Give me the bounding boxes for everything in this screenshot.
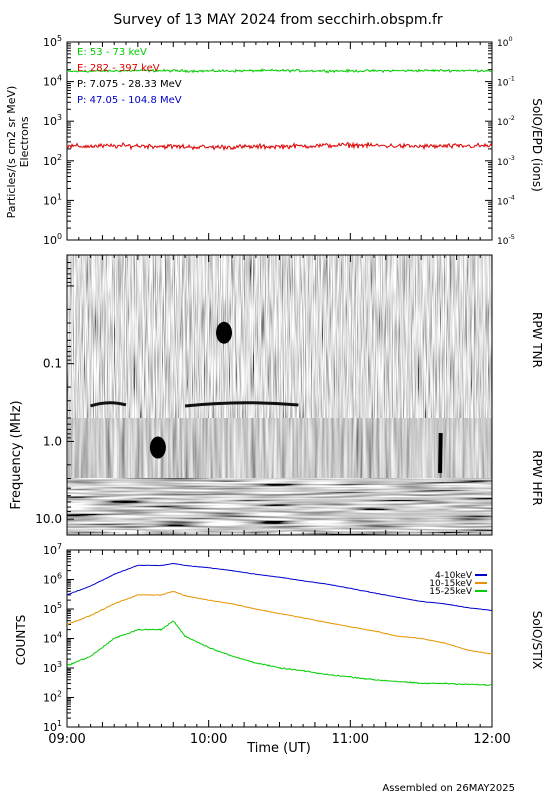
particles-y2-tick-label: 10-1 <box>497 75 515 89</box>
stix-legend-entry: 15-25keV <box>429 587 473 597</box>
stix-y-tick-label: 106 <box>43 572 62 587</box>
particles-legend-entry: P: 47.05 - 104.8 MeV <box>77 95 182 106</box>
x-tick-label: 09:00 <box>48 732 85 747</box>
stix-panel: 101 102 103 104 105 106 107 09:00 10:00 11:00 12:… <box>14 542 544 756</box>
particles-legend-entry: P: 7.075 - 28.33 MeV <box>77 79 182 90</box>
radio-y-tick-label: 1.0 <box>43 434 62 448</box>
radio-burst-0 <box>90 401 127 408</box>
particles-y-tick-label: 104 <box>43 74 62 89</box>
stix-y-tick-label: 107 <box>43 542 62 557</box>
particles-y-label: Particles/(s cm2 sr MeV) <box>5 86 18 219</box>
particles-y-tick-label: 102 <box>43 153 62 168</box>
x-tick-label: 10:00 <box>190 732 227 747</box>
radio-panel: 0.1 1.0 10.0 Frequency (MHz) RPW TNR RPW H… <box>9 254 544 536</box>
stix-series-1 <box>66 590 493 655</box>
particles-y-label-2: Electrons <box>18 116 31 167</box>
radio-burst-3 <box>149 436 166 459</box>
radio-y-tick-label: 10.0 <box>35 512 62 526</box>
radio-burst-2 <box>216 321 233 344</box>
particles-y2-tick-label: 10-3 <box>497 154 515 168</box>
stix-right-label: SolO/STIX <box>530 611 544 670</box>
stix-series-0 <box>66 563 493 612</box>
particles-y-tick-label: 103 <box>43 113 62 128</box>
particles-y-tick-label: 100 <box>43 232 62 247</box>
x-tick-label: 11:00 <box>332 732 369 747</box>
tnr-section-label: RPW TNR <box>530 312 544 368</box>
hfr-section-label: RPW HFR <box>530 450 544 506</box>
stix-y-label: COUNTS <box>14 615 28 666</box>
chart-title: Survey of 13 MAY 2024 from secchirh.obsp… <box>113 12 443 28</box>
particles-right-label: SolO/EPD (ions) <box>530 98 544 192</box>
radio-burst-4 <box>438 433 443 474</box>
stix-series-2 <box>66 620 493 687</box>
particles-series-0 <box>66 68 493 74</box>
stix-legend-entry: 10-15keV <box>429 579 473 589</box>
hfr-spectrogram <box>67 418 492 478</box>
radio-burst-1 <box>184 401 299 408</box>
stix-y-tick-label: 103 <box>43 660 62 675</box>
footer-note: Assembled on 26MAY2025 <box>382 783 515 794</box>
particles-legend-entry: E: 282 - 397 keV <box>77 63 160 74</box>
radio-y-tick-label: 0.1 <box>43 357 62 371</box>
particles-panel: 100 101 102 103 104 105 10-5 10-4 10-3 10-2 10-1 1… <box>5 34 544 247</box>
x-axis-label: Time (UT) <box>246 741 311 756</box>
particles-y-tick-label: 101 <box>43 192 62 207</box>
stix-y-tick-label: 104 <box>43 631 62 646</box>
stix-y-tick-label: 102 <box>43 690 62 705</box>
particles-y2-tick-label: 10-4 <box>497 193 515 207</box>
particles-y2-tick-label: 10-5 <box>497 233 515 247</box>
particles-legend-entry: E: 53 - 73 keV <box>77 47 147 58</box>
stix-y-tick-label: 101 <box>43 719 62 734</box>
hfr-band-spectrogram <box>67 478 492 535</box>
tnr-spectrogram <box>67 255 492 418</box>
particles-y2-tick-label: 100 <box>497 35 513 49</box>
particles-y2-tick-label: 10-2 <box>497 114 515 128</box>
x-tick-label: 12:00 <box>473 732 510 747</box>
particles-series-1 <box>66 141 493 152</box>
particles-y-tick-label: 105 <box>43 34 62 49</box>
radio-y-label: Frequency (MHz) <box>9 400 24 509</box>
stix-y-tick-label: 105 <box>43 601 62 616</box>
stix-legend-entry: 4-10keV <box>435 571 473 581</box>
